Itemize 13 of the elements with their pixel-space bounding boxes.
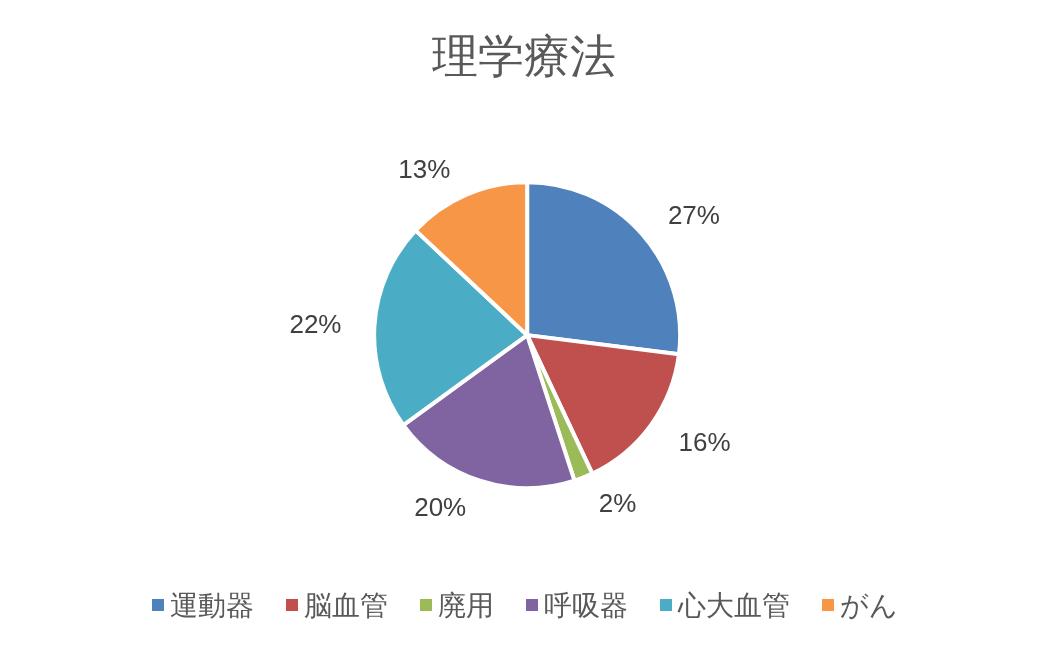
legend-label: 運動器 xyxy=(170,589,254,621)
data-label: 16% xyxy=(678,426,731,457)
data-label: 20% xyxy=(414,492,467,523)
data-label: 13% xyxy=(398,154,451,185)
data-label: 27% xyxy=(667,200,720,231)
legend-label: 呼吸器 xyxy=(544,589,628,621)
data-label: 22% xyxy=(289,308,342,339)
legend-label: 廃用 xyxy=(438,589,494,621)
legend-label: 脳血管 xyxy=(304,589,388,621)
data-label: 2% xyxy=(598,488,637,519)
chart-title: 理学療法 xyxy=(432,30,616,82)
legend-label: 心大血管 xyxy=(677,589,790,621)
legend-label: がん xyxy=(840,589,898,621)
